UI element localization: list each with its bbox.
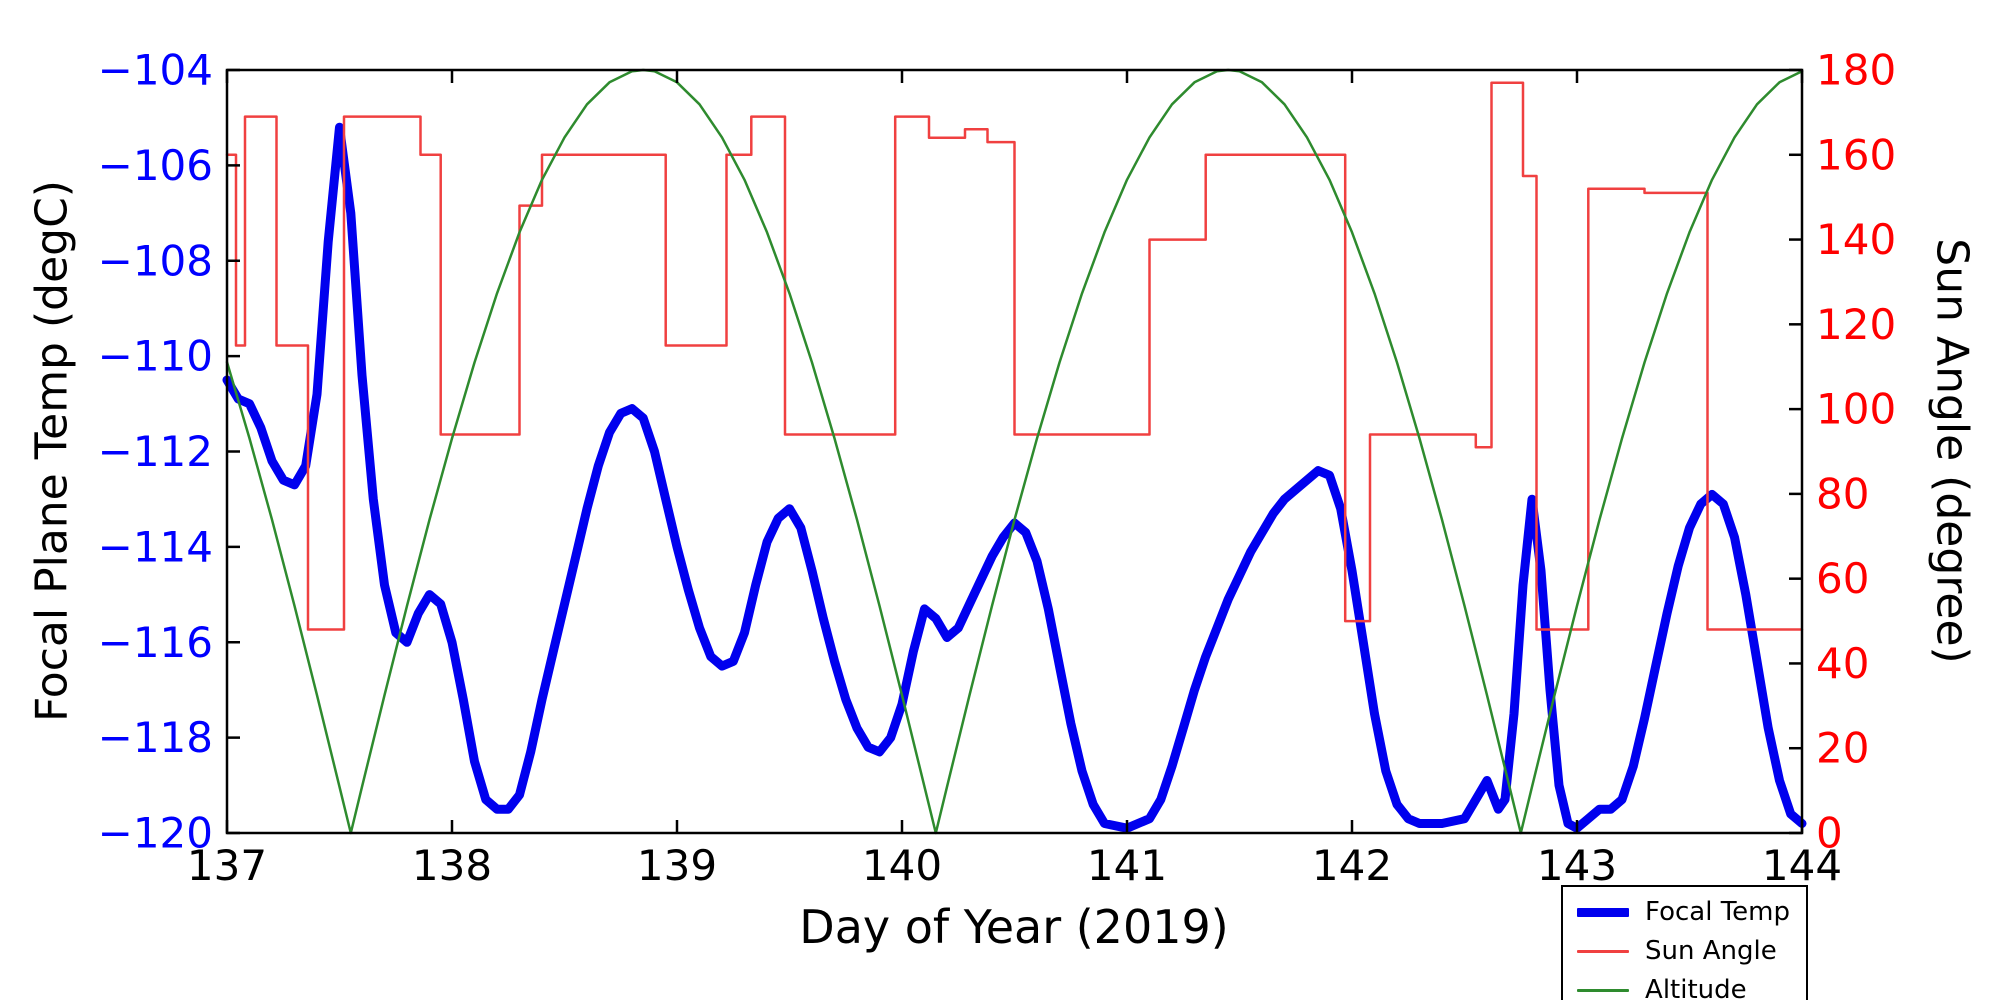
y-left-tick-label: −108 <box>98 236 213 285</box>
legend-item-altitude: Altitude <box>1577 975 1790 1000</box>
series-line-sun_angle <box>225 81 1804 631</box>
y-right-tick-label: 60 <box>1816 554 1869 603</box>
y-right-tick-label: 40 <box>1816 639 1869 688</box>
y-right-tick-label: 80 <box>1816 469 1869 518</box>
x-tick-label: 142 <box>1312 841 1392 890</box>
y-left-tick-label: −116 <box>98 618 213 667</box>
y-left-tick-label: −114 <box>98 522 213 571</box>
legend-line-sun-angle-icon <box>1577 949 1630 953</box>
y-left-tick-label: −112 <box>98 427 213 476</box>
y-left-tick-label: −118 <box>98 713 213 762</box>
y-right-tick-label: 0 <box>1816 809 1843 858</box>
y-left-tick-label: −104 <box>98 46 213 95</box>
y-right-tick-label: 180 <box>1816 46 1896 95</box>
series-line-focal_temp <box>222 122 1807 833</box>
y-left-tick-label: −120 <box>98 809 213 858</box>
x-tick-label: 143 <box>1537 841 1617 890</box>
y-axis-label-left: Focal Plane Temp (degC) <box>26 180 78 722</box>
y-right-tick-label: 120 <box>1816 300 1896 349</box>
legend-label-focal-temp: Focal Temp <box>1645 897 1790 927</box>
x-axis-label: Day of Year (2019) <box>799 900 1229 954</box>
x-tick-label: 144 <box>1762 841 1842 890</box>
legend-item-sun-angle: Sun Angle <box>1577 936 1790 966</box>
y-left-tick-label: −106 <box>98 141 213 190</box>
x-tick-label: 141 <box>1087 841 1167 890</box>
legend-line-focal-temp-icon <box>1577 907 1630 917</box>
x-tick-label: 139 <box>637 841 717 890</box>
x-tick-label: 140 <box>862 841 942 890</box>
y-right-tick-label: 160 <box>1816 130 1896 179</box>
x-tick-label: 138 <box>412 841 492 890</box>
y-right-tick-label: 140 <box>1816 215 1896 264</box>
legend-line-altitude-icon <box>1577 988 1630 992</box>
y-right-tick-label: 100 <box>1816 385 1896 434</box>
y-left-tick-label: −110 <box>98 332 213 381</box>
legend-label-sun-angle: Sun Angle <box>1645 936 1777 966</box>
x-tick-label: 137 <box>187 841 267 890</box>
legend: Focal Temp Sun Angle Altitude <box>1561 885 1808 1000</box>
legend-label-altitude: Altitude <box>1645 975 1747 1000</box>
y-right-tick-label: 20 <box>1816 724 1869 773</box>
y-axis-label-right: Sun Angle (degree) <box>1926 238 1978 664</box>
series-line-altitude <box>225 68 1804 835</box>
legend-item-focal-temp: Focal Temp <box>1577 897 1790 927</box>
